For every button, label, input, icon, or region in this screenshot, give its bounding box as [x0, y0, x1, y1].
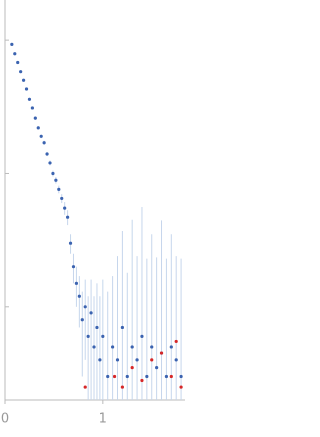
data-point	[30, 106, 34, 110]
data-point	[159, 351, 164, 355]
data-point	[63, 206, 67, 210]
data-point	[48, 161, 52, 165]
data-point	[140, 378, 144, 383]
data-point	[115, 358, 120, 362]
data-point	[164, 374, 169, 379]
data-point	[135, 358, 139, 362]
data-point	[169, 345, 173, 349]
data-point	[92, 345, 96, 349]
data-point	[150, 358, 154, 362]
data-point	[51, 171, 55, 176]
data-point	[13, 52, 17, 56]
data-point	[21, 78, 26, 82]
data-point	[179, 374, 183, 379]
x-tick-label: 0	[1, 412, 9, 427]
data-point	[83, 305, 87, 309]
data-point	[106, 374, 110, 379]
data-point	[130, 365, 134, 370]
data-point	[77, 294, 81, 298]
data-point	[24, 87, 29, 91]
data-point	[174, 339, 178, 344]
data-point	[86, 334, 90, 338]
data-point	[145, 374, 149, 379]
data-point	[130, 345, 134, 349]
data-point	[98, 358, 102, 362]
data-point	[150, 345, 154, 349]
data-point	[19, 70, 23, 74]
data-point	[155, 365, 159, 370]
x-tick-label: 1	[99, 412, 107, 427]
data-point	[111, 345, 115, 349]
data-point	[74, 281, 79, 285]
data-point	[174, 358, 178, 362]
data-point	[179, 385, 183, 389]
data-point	[120, 385, 124, 389]
data-point	[95, 325, 99, 330]
data-point	[140, 334, 144, 338]
data-point	[45, 152, 49, 156]
data-point	[10, 42, 14, 46]
data-point	[39, 134, 43, 138]
data-point	[57, 187, 61, 191]
data-point	[60, 196, 64, 201]
data-point	[89, 311, 93, 315]
data-point	[54, 178, 58, 182]
data-point	[80, 318, 84, 322]
data-point	[68, 241, 73, 245]
data-point	[27, 97, 32, 101]
data-point	[36, 126, 40, 130]
data-point	[112, 374, 117, 379]
data-point	[16, 60, 20, 65]
data-point	[71, 265, 76, 269]
data-point	[120, 325, 124, 330]
data-point	[33, 116, 37, 120]
data-point	[101, 334, 105, 338]
data-point	[83, 385, 87, 389]
data-point	[42, 141, 46, 145]
data-point	[169, 374, 173, 379]
data-point	[66, 215, 70, 219]
data-point	[125, 374, 129, 379]
